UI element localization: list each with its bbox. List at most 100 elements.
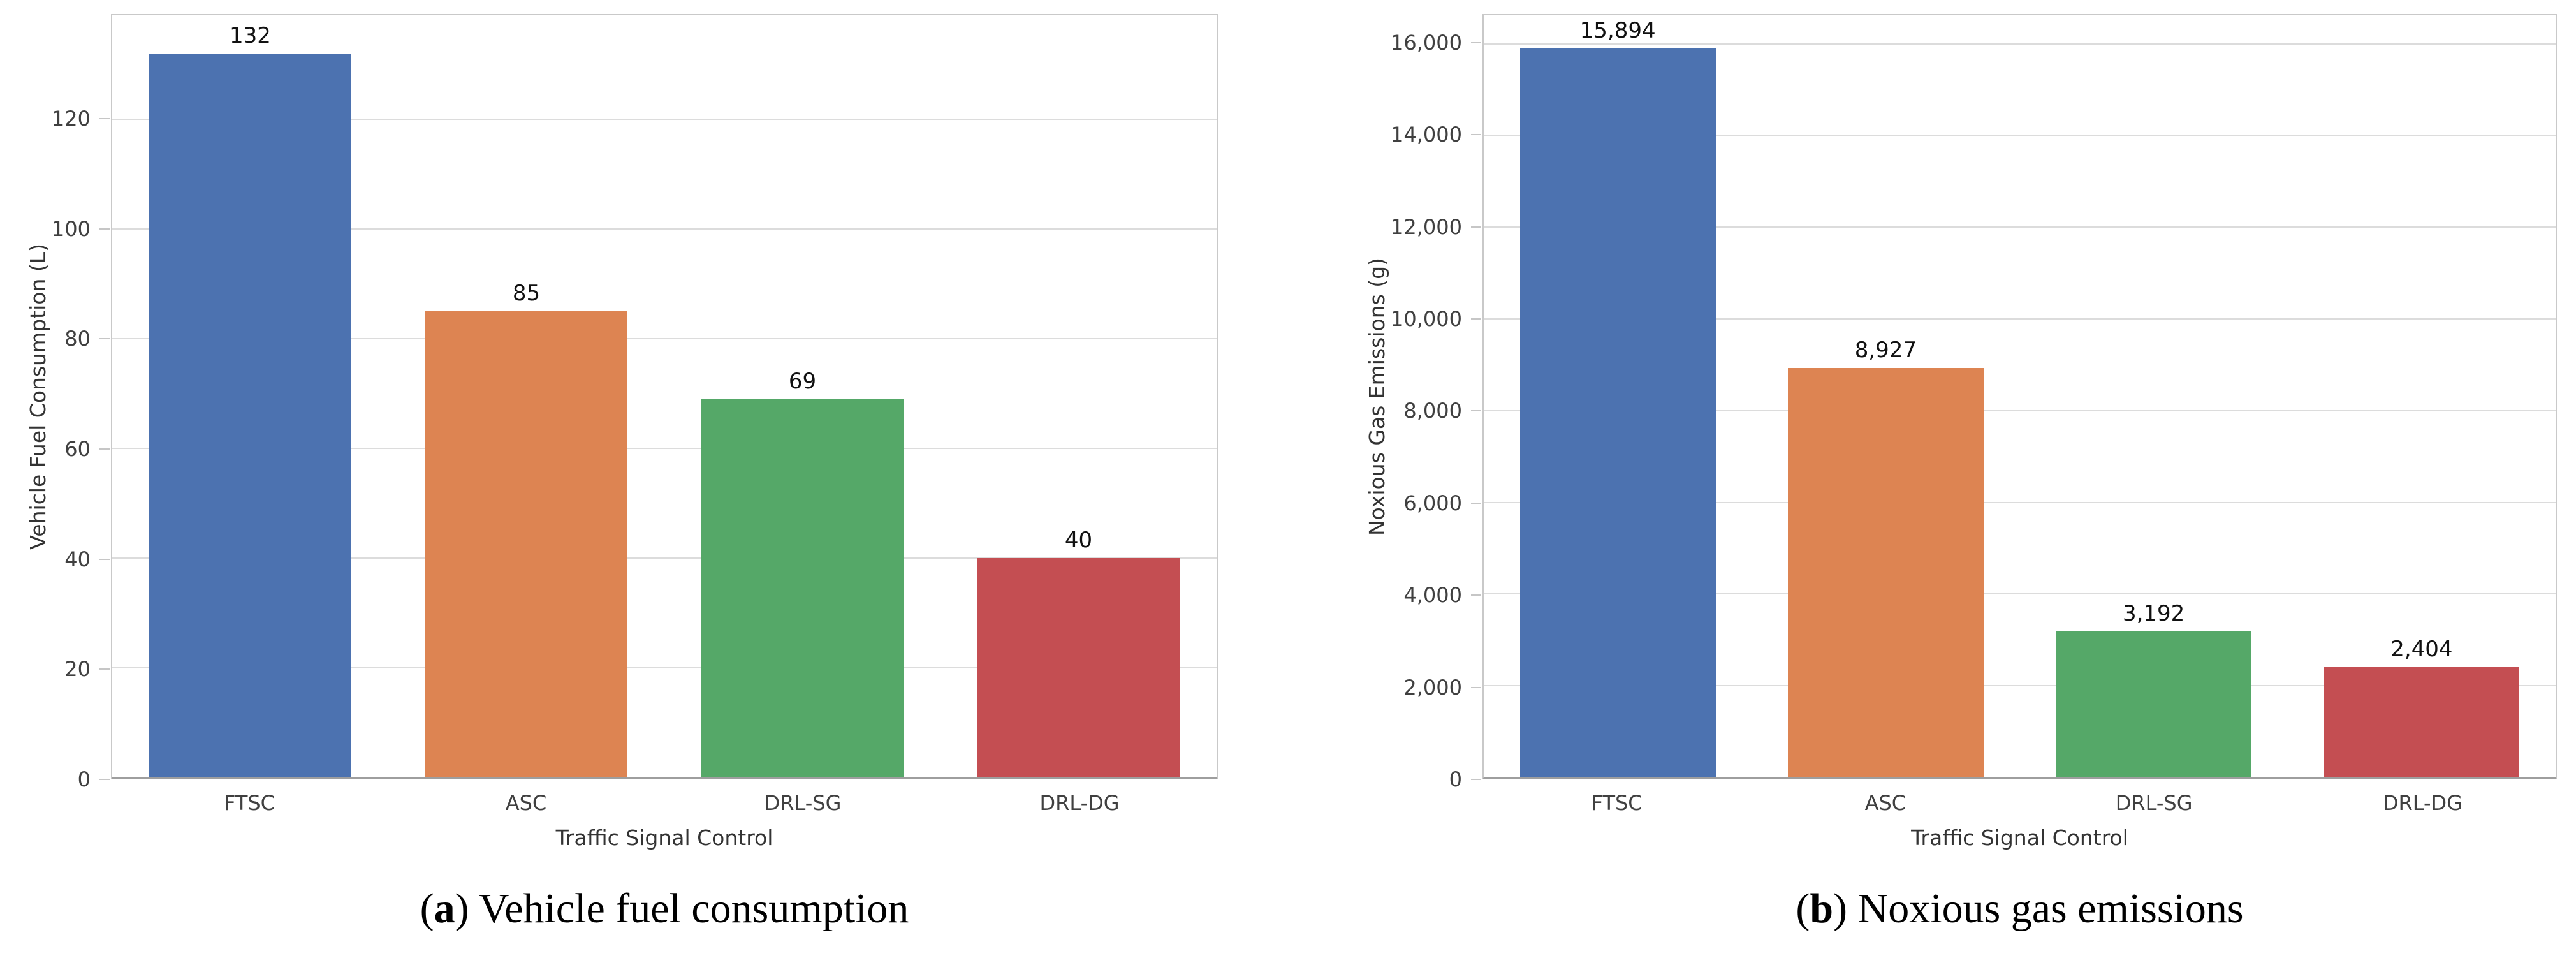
- y-tick-mark: [1471, 226, 1481, 228]
- y-tick-mark: [1471, 410, 1481, 412]
- bar-drl-sg: 69: [701, 369, 904, 777]
- y-axis-title: Noxious Gas Emissions (g): [1365, 257, 1389, 536]
- bar-value-label: 15,894: [1579, 18, 1656, 44]
- bar-value-label: 8,927: [1854, 337, 1917, 364]
- gridline: [1484, 135, 2556, 136]
- bar-slot: 132: [112, 15, 388, 777]
- bar-slot: 40: [940, 15, 1217, 777]
- x-tick-label: ASC: [1864, 791, 1906, 815]
- y-axis-title: Vehicle Fuel Consumption (L): [26, 244, 50, 550]
- bar-slot: 69: [664, 15, 940, 777]
- figure-caption-a: (a) Vehicle fuel consumption: [111, 885, 1218, 933]
- bar-chart-fuel-consumption: Vehicle Fuel Consumption (L) 0 20 40 60 80 10…: [26, 14, 1218, 933]
- gridline: [112, 667, 1217, 669]
- y-tick-label: 80: [64, 327, 91, 351]
- y-tick-mark: [1471, 779, 1481, 780]
- y-tick-mark: [1471, 318, 1481, 320]
- gridline: [1484, 501, 2556, 503]
- x-tick-label: DRL-SG: [2115, 791, 2193, 815]
- bar-value-label: 85: [512, 281, 541, 307]
- caption-paren-open: (: [1796, 885, 1810, 932]
- y-tick-mark: [99, 448, 110, 450]
- y-tick-label: 100: [51, 216, 91, 241]
- x-axis-ticks: FTSC ASC DRL-SG DRL-DG: [1482, 779, 2557, 815]
- y-tick-label: 10,000: [1391, 306, 1462, 331]
- gridline: [112, 119, 1217, 121]
- x-axis-title: Traffic Signal Control: [555, 825, 773, 850]
- bars-group: 132 85 69 40: [112, 15, 1217, 777]
- y-tick-label: 2,000: [1403, 675, 1462, 700]
- y-tick-mark: [1471, 686, 1481, 688]
- bars-group: 15,894 8,927 3,192 2,404: [1484, 15, 2556, 777]
- x-tick-label: DRL-DG: [2382, 791, 2463, 815]
- caption-letter: a: [434, 885, 455, 932]
- bar-slot: 15,894: [1484, 15, 1752, 777]
- gridline: [1484, 593, 2556, 595]
- y-tick-label: 0: [1449, 767, 1462, 792]
- y-tick-mark: [99, 228, 110, 230]
- caption-text: ) Noxious gas emissions: [1833, 885, 2244, 932]
- bar-drl-dg: 2,404: [2324, 637, 2520, 777]
- y-tick-label: 120: [51, 107, 91, 131]
- gridline: [1484, 318, 2556, 320]
- y-tick-mark: [99, 338, 110, 340]
- bar-chart-gas-emissions: Noxious Gas Emissions (g) 0 2,000 4,000 6,0…: [1365, 14, 2557, 933]
- plot-area: 15,894 8,927 3,192 2,404: [1482, 14, 2557, 779]
- gridline: [1484, 43, 2556, 45]
- gridline: [1484, 226, 2556, 228]
- figure-panel-b: Noxious Gas Emissions (g) 0 2,000 4,000 6,0…: [1365, 14, 2557, 933]
- y-tick-label: 12,000: [1391, 214, 1462, 239]
- gridline: [112, 338, 1217, 340]
- y-tick-mark: [1471, 41, 1481, 43]
- gridline: [1484, 685, 2556, 687]
- x-tick-label: ASC: [505, 791, 547, 815]
- bar-asc: 85: [425, 281, 627, 777]
- figure-page: Vehicle Fuel Consumption (L) 0 20 40 60 80 10…: [26, 14, 2557, 933]
- y-tick-mark: [1471, 134, 1481, 136]
- bar-value-label: 2,404: [2390, 637, 2453, 663]
- bar-value-label: 132: [230, 23, 271, 49]
- y-tick-mark: [99, 779, 110, 780]
- y-tick-mark: [1471, 502, 1481, 504]
- bar-drl-dg: 40: [977, 527, 1180, 777]
- gridline: [112, 448, 1217, 450]
- y-tick-label: 8,000: [1403, 399, 1462, 424]
- figure-caption-b: (b) Noxious gas emissions: [1482, 885, 2557, 933]
- y-tick-mark: [99, 118, 110, 120]
- x-tick-label: DRL-DG: [1039, 791, 1120, 815]
- y-tick-label: 60: [64, 437, 91, 462]
- gridline: [112, 557, 1217, 559]
- caption-letter: b: [1810, 885, 1834, 932]
- y-axis-ticks: 0 20 40 60 80 100 120: [51, 14, 111, 792]
- y-tick-label: 20: [64, 657, 91, 682]
- bar-slot: 3,192: [2020, 15, 2288, 777]
- x-axis-ticks: FTSC ASC DRL-SG DRL-DG: [111, 779, 1218, 815]
- gridline: [1484, 409, 2556, 411]
- gridline: [112, 228, 1217, 230]
- bar-value-label: 40: [1064, 527, 1093, 554]
- bar-asc: 8,927: [1787, 337, 1984, 777]
- y-tick-label: 14,000: [1391, 122, 1462, 147]
- x-axis-title: Traffic Signal Control: [1911, 825, 2128, 850]
- bar-slot: 2,404: [2288, 15, 2556, 777]
- bar-value-label: 3,192: [2122, 600, 2185, 626]
- bar-slot: 85: [388, 15, 664, 777]
- x-tick-label: FTSC: [1591, 791, 1643, 815]
- bar-drl-sg: 3,192: [2056, 601, 2252, 777]
- caption-text: ) Vehicle fuel consumption: [455, 885, 909, 932]
- bar-ftsc: 132: [149, 23, 351, 777]
- y-tick-mark: [99, 558, 110, 560]
- bar-value-label: 69: [788, 368, 817, 394]
- y-tick-label: 6,000: [1403, 490, 1462, 515]
- x-tick-label: DRL-SG: [764, 791, 842, 815]
- y-tick-mark: [99, 668, 110, 670]
- y-tick-label: 4,000: [1403, 583, 1462, 608]
- y-tick-label: 16,000: [1391, 30, 1462, 55]
- plot-area: 132 85 69 40: [111, 14, 1218, 779]
- y-tick-label: 40: [64, 547, 91, 571]
- y-tick-label: 0: [77, 767, 91, 792]
- y-axis-ticks: 0 2,000 4,000 6,000 8,000 10,000 12,000 14,000 1…: [1391, 14, 1482, 792]
- figure-panel-a: Vehicle Fuel Consumption (L) 0 20 40 60 80 10…: [26, 14, 1218, 933]
- y-tick-mark: [1471, 594, 1481, 596]
- bar-ftsc: 15,894: [1519, 18, 1716, 777]
